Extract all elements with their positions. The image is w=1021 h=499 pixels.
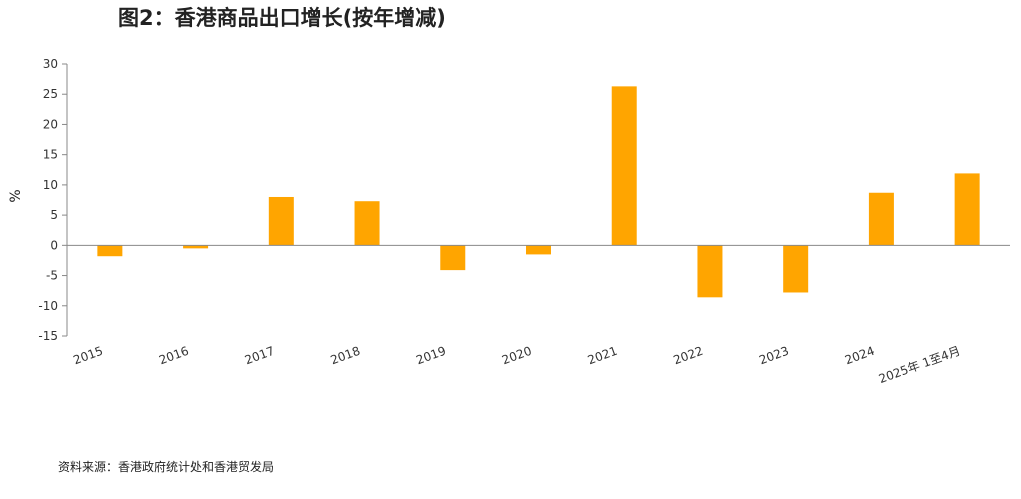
bar-2017	[268, 196, 294, 246]
x-tick-label: 2024	[843, 344, 876, 368]
y-tick-label: 15	[43, 148, 58, 162]
chart-title: 图2：香港商品出口增长(按年增减)	[118, 6, 446, 30]
bar-2022	[697, 245, 723, 298]
x-tick-label: 2021	[586, 344, 619, 368]
x-tick-label: 2023	[757, 344, 790, 368]
y-tick-label: 5	[50, 208, 58, 222]
bar-2023	[783, 245, 809, 293]
bar-2019	[440, 245, 466, 271]
x-tick-label: 2019	[414, 344, 447, 368]
y-tick-label: -10	[38, 299, 58, 313]
x-tick-label: 2018	[329, 344, 362, 368]
bar-2024	[868, 192, 894, 246]
y-tick-label: -5	[46, 269, 58, 283]
bar-2021	[611, 86, 637, 246]
source-note: 资料来源：香港政府统计处和香港贸发局	[58, 460, 275, 474]
x-tick-label: 2022	[671, 344, 704, 368]
y-axis: 30 25 20 15 10 5 0 -5 -10 -15	[38, 57, 68, 343]
y-tick-label: 20	[43, 117, 58, 131]
y-tick-label: 0	[50, 238, 58, 252]
bar-2016	[183, 245, 209, 249]
bar-2018	[354, 201, 380, 246]
y-tick-label: -15	[38, 329, 58, 343]
bar-2025年 1至4月	[954, 173, 980, 246]
x-tick-label: 2016	[157, 344, 190, 368]
y-tick-label: 30	[43, 57, 58, 71]
x-axis: 2015 2016 2017 2018 2019 2020 2021 2022 2023 2024…	[67, 244, 1010, 386]
y-tick-label: 10	[43, 178, 58, 192]
x-tick-label: 2020	[500, 344, 533, 368]
bar-2020	[526, 245, 551, 255]
y-axis-label: %	[8, 189, 24, 202]
y-tick-label: 25	[43, 87, 58, 101]
x-tick-label: 2025年 1至4月	[877, 344, 962, 386]
x-tick-label: 2015	[71, 344, 104, 368]
x-tick-label: 2017	[243, 344, 276, 368]
bars-group	[97, 86, 980, 298]
bar-2015	[97, 245, 123, 257]
